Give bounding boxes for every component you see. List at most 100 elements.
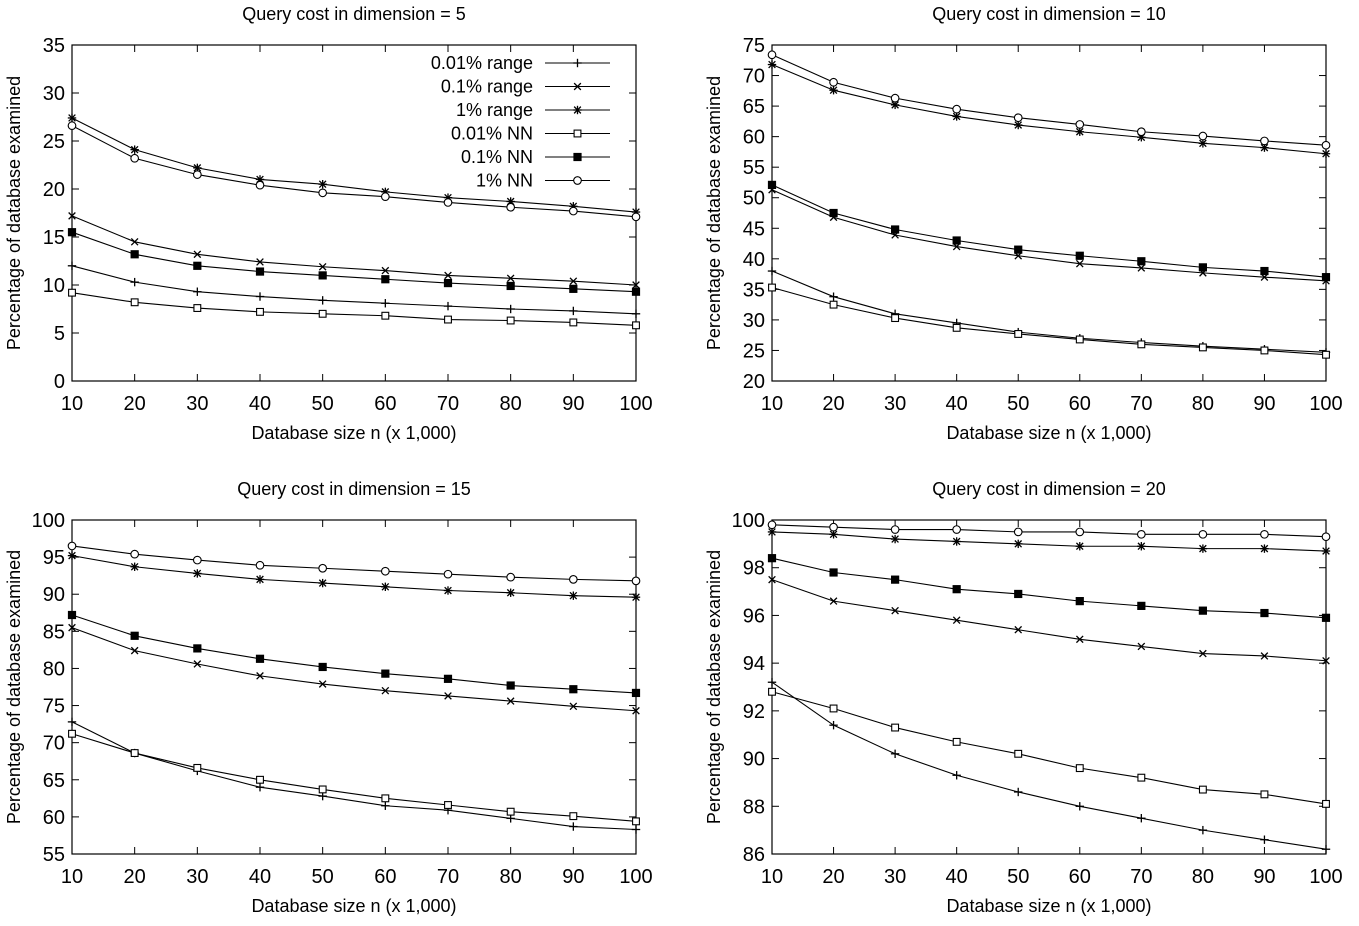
series-0-01-range bbox=[67, 717, 641, 834]
y-tick-label: 25 bbox=[743, 340, 765, 362]
chart-title: Query cost in dimension = 15 bbox=[237, 479, 471, 499]
data-point bbox=[68, 288, 76, 297]
x-tick-label: 100 bbox=[1309, 393, 1342, 415]
data-point bbox=[829, 704, 838, 713]
data-point bbox=[318, 309, 327, 318]
data-point bbox=[318, 180, 327, 189]
series-line bbox=[771, 579, 1327, 662]
data-point bbox=[952, 104, 962, 114]
data-point bbox=[318, 680, 327, 688]
data-point bbox=[381, 669, 390, 678]
data-point bbox=[569, 306, 578, 316]
series-0-1-nn bbox=[767, 554, 1331, 622]
data-point bbox=[1321, 845, 1331, 854]
legend-label: 0.1% range bbox=[441, 77, 533, 97]
legend: 0.01% range 0.1% range 1% range 0.01% NN 0.1… bbox=[431, 53, 610, 191]
series-line bbox=[771, 270, 1327, 353]
chart-title: Query cost in dimension = 10 bbox=[932, 4, 1166, 24]
data-point bbox=[506, 572, 516, 582]
series-0-1-range bbox=[768, 575, 1330, 665]
series-0-01-nn bbox=[768, 283, 1330, 359]
data-point bbox=[318, 578, 327, 588]
data-point bbox=[1260, 652, 1269, 660]
data-point bbox=[569, 277, 578, 285]
data-point bbox=[193, 569, 202, 578]
x-tick-label: 30 bbox=[186, 393, 208, 415]
data-point bbox=[67, 717, 77, 727]
data-point bbox=[130, 749, 139, 758]
x-tick-label: 10 bbox=[761, 393, 783, 415]
x-tick-label: 30 bbox=[186, 866, 208, 888]
data-point bbox=[67, 228, 77, 237]
x-tick-label: 20 bbox=[124, 866, 146, 888]
y-tick-label: 90 bbox=[43, 584, 65, 606]
y-tick-label: 60 bbox=[43, 807, 65, 829]
data-point bbox=[1136, 127, 1146, 137]
data-point bbox=[1198, 785, 1207, 794]
data-point bbox=[631, 309, 641, 318]
data-point bbox=[443, 569, 453, 579]
data-point bbox=[891, 575, 900, 584]
data-point bbox=[631, 592, 641, 602]
data-point bbox=[193, 287, 202, 296]
data-point bbox=[506, 807, 515, 816]
y-tick-label: 55 bbox=[743, 157, 765, 179]
y-axis-label: Percentage of database examined bbox=[704, 76, 724, 350]
data-point bbox=[952, 585, 961, 594]
data-point bbox=[130, 237, 139, 246]
legend-label: 1% range bbox=[456, 100, 533, 120]
data-point bbox=[256, 775, 264, 784]
legend-label: 1% NN bbox=[476, 171, 533, 191]
y-tick-label: 20 bbox=[743, 371, 765, 393]
data-point bbox=[67, 610, 77, 620]
data-point bbox=[443, 586, 453, 595]
data-point bbox=[67, 121, 77, 130]
x-axis-label: Database size n (x 1,000) bbox=[946, 896, 1151, 916]
series-line bbox=[71, 117, 637, 213]
data-point bbox=[381, 266, 390, 275]
data-point bbox=[568, 206, 578, 216]
data-point bbox=[255, 654, 265, 663]
data-point bbox=[381, 794, 390, 803]
data-point bbox=[130, 562, 139, 571]
data-point bbox=[1198, 343, 1207, 352]
data-point bbox=[1260, 529, 1269, 539]
data-point bbox=[130, 646, 139, 655]
legend-marker bbox=[573, 58, 582, 68]
data-point bbox=[506, 274, 515, 283]
data-point bbox=[952, 323, 961, 332]
x-axis-label: Database size n (x 1,000) bbox=[251, 423, 456, 443]
data-point bbox=[767, 180, 777, 189]
y-tick-label: 45 bbox=[743, 218, 765, 240]
data-point bbox=[890, 93, 900, 103]
data-point bbox=[443, 674, 453, 683]
data-point bbox=[767, 678, 777, 687]
data-point bbox=[193, 660, 202, 668]
series-1-nn bbox=[767, 50, 1331, 150]
data-point bbox=[829, 530, 838, 539]
data-point bbox=[631, 825, 641, 834]
data-point bbox=[256, 672, 264, 680]
data-point bbox=[569, 702, 578, 711]
data-point bbox=[67, 113, 77, 123]
data-point bbox=[318, 662, 327, 672]
data-point bbox=[829, 597, 838, 605]
x-tick-label: 100 bbox=[1309, 866, 1342, 888]
series-line bbox=[71, 545, 637, 582]
data-point bbox=[632, 321, 640, 330]
data-point bbox=[67, 541, 77, 551]
data-point bbox=[318, 296, 327, 305]
legend-marker bbox=[573, 105, 582, 115]
series-line bbox=[71, 215, 637, 286]
series-1-range bbox=[767, 60, 1331, 158]
data-point bbox=[891, 606, 899, 615]
data-point bbox=[443, 198, 453, 207]
x-tick-label: 50 bbox=[1007, 393, 1029, 415]
data-point bbox=[768, 283, 776, 292]
data-point bbox=[255, 292, 265, 301]
data-point bbox=[443, 301, 453, 311]
data-point bbox=[952, 616, 961, 625]
legend-label: 0.1% NN bbox=[461, 147, 533, 167]
data-point bbox=[444, 801, 452, 809]
x-tick-label: 50 bbox=[312, 393, 334, 415]
